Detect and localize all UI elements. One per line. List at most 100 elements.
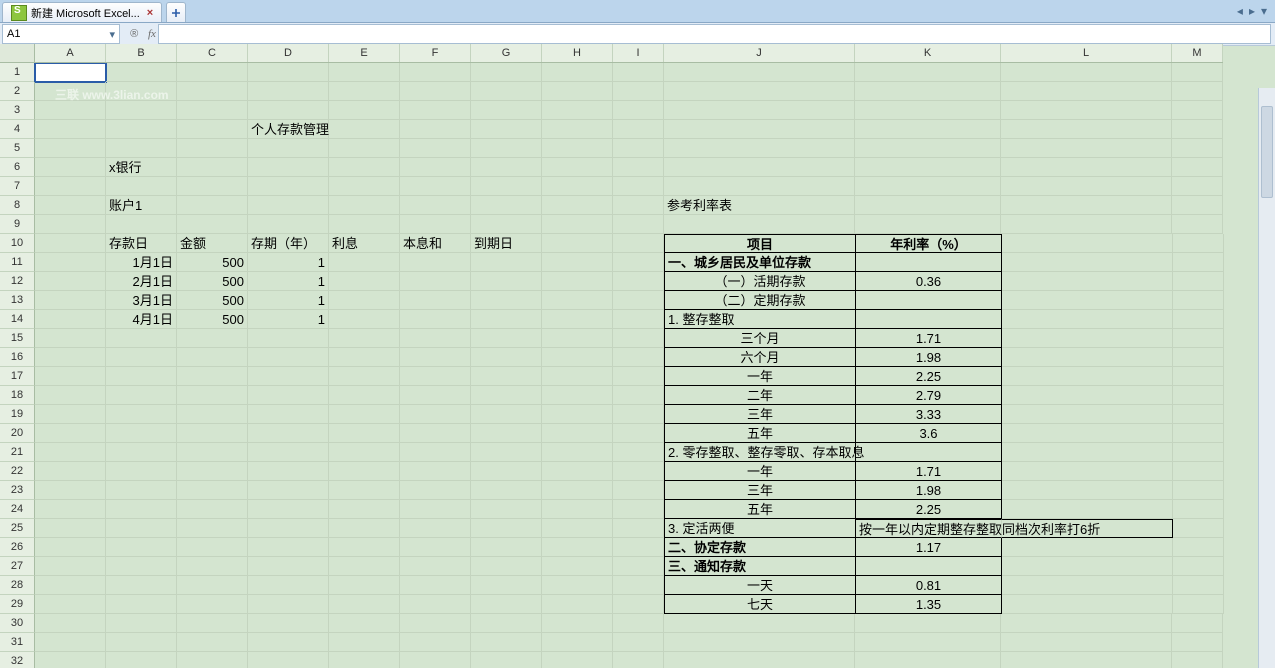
cell-H32[interactable] — [542, 652, 613, 668]
cell-I32[interactable] — [613, 652, 664, 668]
cell-E10[interactable]: 利息 — [329, 234, 400, 253]
cell-B24[interactable] — [106, 500, 177, 519]
cell-K14[interactable] — [856, 310, 1002, 329]
cell-L8[interactable] — [1001, 196, 1172, 215]
cell-M24[interactable] — [1173, 500, 1224, 519]
cell-F12[interactable] — [400, 272, 471, 291]
cell-A23[interactable] — [35, 481, 106, 500]
cell-F14[interactable] — [400, 310, 471, 329]
cell-F28[interactable] — [400, 576, 471, 595]
cell-F11[interactable] — [400, 253, 471, 272]
cell-H5[interactable] — [542, 139, 613, 158]
cell-L10[interactable] — [1002, 234, 1173, 253]
cell-J29[interactable]: 七天 — [664, 595, 856, 614]
cell-D7[interactable] — [248, 177, 329, 196]
cell-G24[interactable] — [471, 500, 542, 519]
cell-F15[interactable] — [400, 329, 471, 348]
cell-A25[interactable] — [35, 519, 106, 538]
cell-E2[interactable] — [329, 82, 400, 101]
cell-K20[interactable]: 3.6 — [856, 424, 1002, 443]
cell-C2[interactable] — [177, 82, 248, 101]
cell-I6[interactable] — [613, 158, 664, 177]
cell-H30[interactable] — [542, 614, 613, 633]
cell-E32[interactable] — [329, 652, 400, 668]
cell-B17[interactable] — [106, 367, 177, 386]
cell-K2[interactable] — [855, 82, 1001, 101]
cell-F20[interactable] — [400, 424, 471, 443]
cell-L31[interactable] — [1001, 633, 1172, 652]
cell-G27[interactable] — [471, 557, 542, 576]
cell-I17[interactable] — [613, 367, 664, 386]
cell-H21[interactable] — [542, 443, 613, 462]
cell-K10[interactable]: 年利率（%） — [856, 234, 1002, 253]
cell-F13[interactable] — [400, 291, 471, 310]
cell-D28[interactable] — [248, 576, 329, 595]
cell-C16[interactable] — [177, 348, 248, 367]
cell-B9[interactable] — [106, 215, 177, 234]
row-header-20[interactable]: 20 — [0, 424, 35, 443]
cell-I1[interactable] — [613, 63, 664, 82]
cell-H10[interactable] — [542, 234, 613, 253]
cell-B4[interactable] — [106, 120, 177, 139]
cell-C6[interactable] — [177, 158, 248, 177]
cell-F30[interactable] — [400, 614, 471, 633]
row-header-22[interactable]: 22 — [0, 462, 35, 481]
cell-B31[interactable] — [106, 633, 177, 652]
cell-K15[interactable]: 1.71 — [856, 329, 1002, 348]
cell-A12[interactable] — [35, 272, 106, 291]
cell-K30[interactable] — [855, 614, 1001, 633]
cell-M22[interactable] — [1173, 462, 1224, 481]
row-header-14[interactable]: 14 — [0, 310, 35, 329]
cell-E25[interactable] — [329, 519, 400, 538]
row-header-31[interactable]: 31 — [0, 633, 35, 652]
cell-I20[interactable] — [613, 424, 664, 443]
cell-A31[interactable] — [35, 633, 106, 652]
cell-C19[interactable] — [177, 405, 248, 424]
cell-G30[interactable] — [471, 614, 542, 633]
cell-G1[interactable] — [471, 63, 542, 82]
cell-E24[interactable] — [329, 500, 400, 519]
cell-H12[interactable] — [542, 272, 613, 291]
cell-M9[interactable] — [1172, 215, 1223, 234]
cell-D30[interactable] — [248, 614, 329, 633]
cell-G32[interactable] — [471, 652, 542, 668]
cell-D9[interactable] — [248, 215, 329, 234]
cell-A19[interactable] — [35, 405, 106, 424]
cell-F32[interactable] — [400, 652, 471, 668]
cell-F4[interactable] — [400, 120, 471, 139]
cell-C14[interactable]: 500 — [177, 310, 248, 329]
cell-B3[interactable] — [106, 101, 177, 120]
cell-I18[interactable] — [613, 386, 664, 405]
cell-G18[interactable] — [471, 386, 542, 405]
cell-E16[interactable] — [329, 348, 400, 367]
cell-L11[interactable] — [1002, 253, 1173, 272]
cell-D12[interactable]: 1 — [248, 272, 329, 291]
cell-A7[interactable] — [35, 177, 106, 196]
column-header-H[interactable]: H — [542, 44, 613, 62]
row-header-28[interactable]: 28 — [0, 576, 35, 595]
cell-D6[interactable] — [248, 158, 329, 177]
cell-K27[interactable] — [856, 557, 1002, 576]
cell-C20[interactable] — [177, 424, 248, 443]
cell-A22[interactable] — [35, 462, 106, 481]
cell-G21[interactable] — [471, 443, 542, 462]
cell-A13[interactable] — [35, 291, 106, 310]
cell-C10[interactable]: 金额 — [177, 234, 248, 253]
cell-A9[interactable] — [35, 215, 106, 234]
cell-C7[interactable] — [177, 177, 248, 196]
cell-I24[interactable] — [613, 500, 664, 519]
cell-L12[interactable] — [1002, 272, 1173, 291]
cell-H6[interactable] — [542, 158, 613, 177]
cell-H15[interactable] — [542, 329, 613, 348]
cell-L3[interactable] — [1001, 101, 1172, 120]
cell-K4[interactable] — [855, 120, 1001, 139]
cell-D14[interactable]: 1 — [248, 310, 329, 329]
cell-H16[interactable] — [542, 348, 613, 367]
row-header-11[interactable]: 11 — [0, 253, 35, 272]
cell-J32[interactable] — [664, 652, 855, 668]
cell-G3[interactable] — [471, 101, 542, 120]
row-header-8[interactable]: 8 — [0, 196, 35, 215]
cell-I16[interactable] — [613, 348, 664, 367]
row-header-21[interactable]: 21 — [0, 443, 35, 462]
cell-K6[interactable] — [855, 158, 1001, 177]
